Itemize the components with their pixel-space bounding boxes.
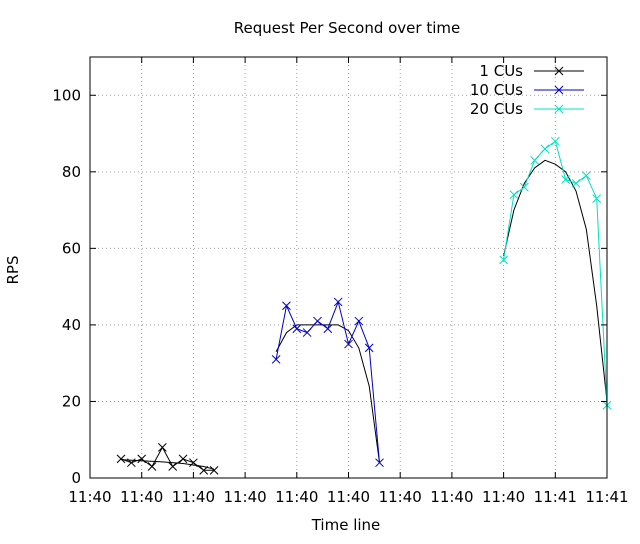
data-point [344, 339, 353, 349]
data-point [571, 178, 581, 188]
y-tick-label: 0 [71, 469, 81, 487]
data-point [158, 443, 167, 452]
x-tick-label: 11:41 [534, 488, 577, 506]
data-point [147, 462, 157, 471]
legend-marker [554, 66, 564, 76]
trendlines [120, 159, 608, 470]
x-tick-label: 11:40 [275, 488, 318, 506]
grid [90, 57, 607, 478]
x-tick-label: 11:40 [430, 488, 473, 506]
data-point [313, 316, 322, 326]
y-tick-label: 100 [52, 86, 81, 104]
data-point [209, 465, 219, 475]
data-point [581, 171, 591, 180]
x-tick-label: 11:40 [482, 488, 525, 506]
data-point [137, 454, 147, 464]
y-axis-label: RPS [4, 256, 22, 285]
x-tick-label: 11:40 [223, 488, 266, 506]
data-point [550, 136, 560, 146]
trendline [275, 324, 380, 463]
data-point [271, 355, 281, 364]
plot-frame [89, 56, 608, 479]
x-tick-label: 11:40 [120, 488, 163, 506]
data-point [282, 301, 291, 311]
data-point [592, 194, 602, 203]
ticks: 0 20 40 60 80 100 11:40 11:40 11:40 11:40 11:40 11:… [52, 57, 629, 506]
data-point [323, 324, 333, 334]
data-point [354, 316, 364, 326]
legend-label: 10 CUs [470, 81, 523, 99]
legend-marker [554, 85, 564, 95]
data-point [302, 328, 312, 337]
data-point [333, 297, 343, 307]
y-tick-label: 40 [62, 316, 81, 334]
data-point [189, 458, 198, 468]
data-point [292, 324, 302, 334]
series-line [275, 300, 380, 463]
x-tick-label: 11:41 [585, 488, 628, 506]
x-tick-label: 11:40 [327, 488, 370, 506]
data-point [561, 175, 570, 184]
data-point [199, 465, 209, 475]
x-axis-label: Time line [311, 516, 381, 534]
data-point [519, 182, 529, 192]
x-tick-label: 11:40 [172, 488, 215, 506]
y-tick-label: 80 [62, 163, 81, 181]
chart-title: Request Per Second over time [234, 19, 460, 37]
x-tick-label: 11:40 [379, 488, 422, 506]
data-point [168, 462, 178, 471]
data-point [509, 190, 519, 200]
data-point [499, 255, 508, 265]
trendline [503, 159, 608, 402]
data-point [178, 454, 188, 464]
series [116, 136, 612, 475]
x-tick-label: 11:40 [68, 488, 111, 506]
legend-label: 20 CUs [470, 100, 523, 118]
data-point [530, 155, 539, 165]
data-point [364, 343, 374, 353]
data-point [540, 144, 550, 154]
data-point [375, 458, 384, 468]
data-point [116, 454, 126, 464]
series-line [120, 446, 215, 471]
y-tick-label: 60 [62, 239, 81, 257]
legend-label: 1 CUs [479, 62, 523, 80]
legend-marker [554, 104, 564, 114]
data-point [127, 458, 136, 468]
y-tick-label: 20 [62, 392, 81, 410]
